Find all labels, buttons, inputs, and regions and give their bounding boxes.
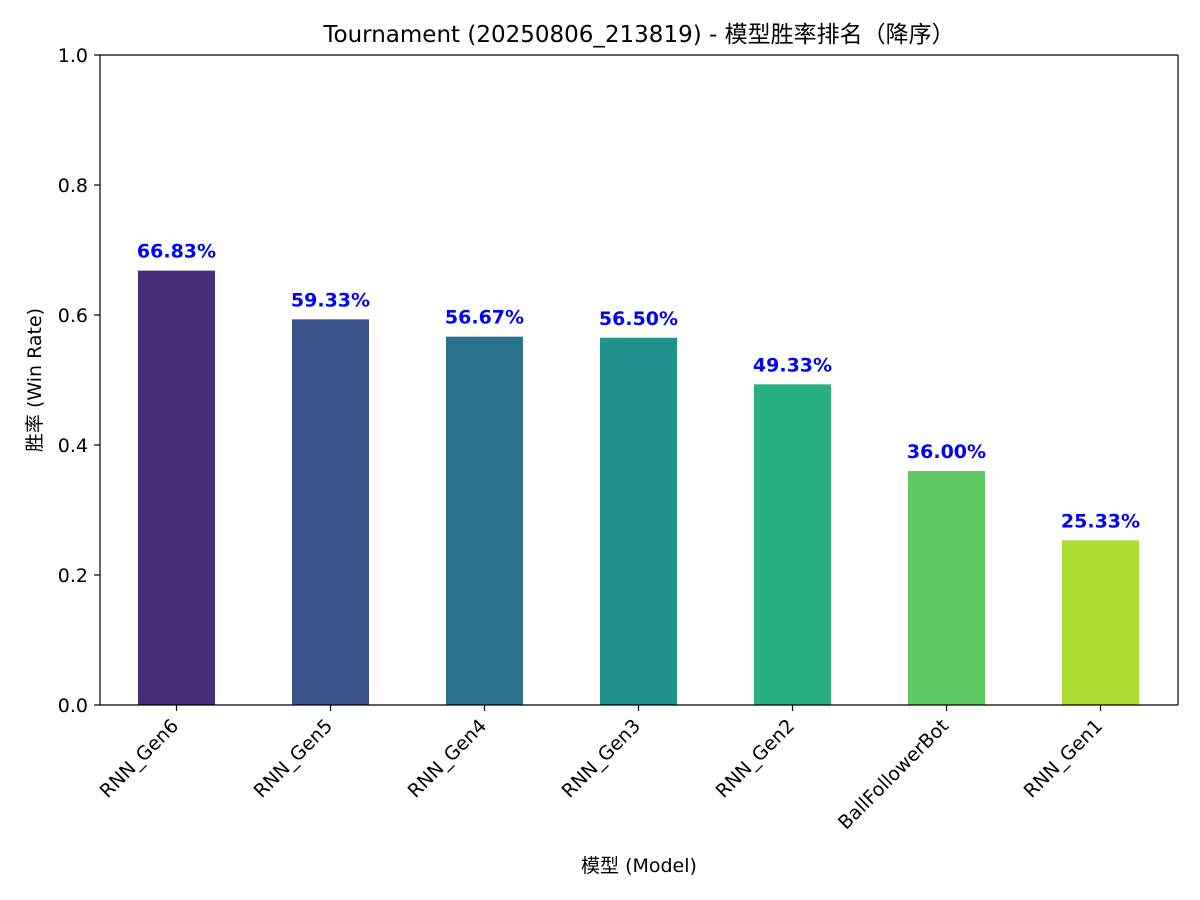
x-tick-label: BallFollowerBot [834, 715, 953, 834]
y-tick-label: 0.8 [58, 175, 88, 197]
x-axis-title: 模型 (Model) [581, 855, 697, 877]
bar [138, 270, 215, 705]
y-tick-label: 0.4 [58, 435, 88, 457]
data-label: 25.33% [1061, 510, 1140, 532]
data-label: 66.83% [137, 241, 216, 263]
bar [1062, 540, 1139, 705]
x-tick-label: RNN_Gen2 [712, 715, 799, 802]
chart-title: Tournament (20250806_213819) - 模型胜率排名（降序… [322, 22, 954, 48]
y-tick-label: 0.6 [58, 305, 88, 327]
data-label: 36.00% [907, 441, 986, 463]
y-tick-label: 1.0 [58, 45, 88, 67]
x-tick-label: RNN_Gen1 [1020, 715, 1107, 802]
data-label: 59.33% [291, 289, 370, 311]
bar [754, 384, 831, 705]
x-tick-label: RNN_Gen4 [404, 715, 491, 802]
data-label: 49.33% [753, 354, 832, 376]
x-tick-label: RNN_Gen3 [558, 715, 645, 802]
bar [292, 319, 369, 705]
y-axis-title: 胜率 (Win Rate) [24, 308, 46, 452]
x-tick-label: RNN_Gen5 [250, 715, 337, 802]
y-tick-label: 0.2 [58, 565, 88, 587]
bar [446, 336, 523, 705]
data-label: 56.67% [445, 307, 524, 329]
bar [908, 471, 985, 705]
plot-area: 66.83% 59.33% 56.67% 56.50% 49.33% 36.00% 25.3… [58, 45, 1179, 834]
bar [600, 337, 677, 705]
data-label: 56.50% [599, 308, 678, 330]
y-tick-label: 0.0 [58, 695, 88, 717]
x-tick-label: RNN_Gen6 [96, 715, 183, 802]
